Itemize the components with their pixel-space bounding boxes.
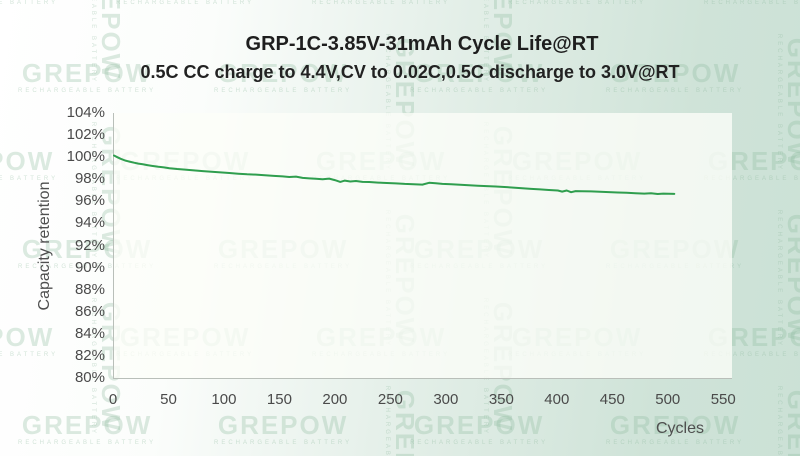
- x-tick-label: 350: [488, 391, 514, 408]
- x-tick-label: 250: [377, 391, 403, 408]
- x-tick-label: 100: [211, 391, 237, 408]
- x-tick-label: 400: [544, 391, 570, 408]
- y-tick-label: 96%: [74, 192, 105, 210]
- y-tick-label: 92%: [74, 236, 105, 254]
- chart-title: GRP-1C-3.85V-31mAh Cycle Life@RT: [245, 33, 599, 55]
- y-tick-label: 82%: [74, 346, 105, 364]
- y-tick-label: 80%: [74, 369, 105, 386]
- x-tick-label: 500: [655, 391, 681, 408]
- y-tick-label: 94%: [74, 214, 105, 232]
- y-tick-label: 84%: [74, 324, 105, 342]
- y-tick-label: 98%: [74, 170, 105, 188]
- x-tick-label: 200: [322, 391, 348, 408]
- x-axis-title: Cycles: [655, 420, 704, 437]
- y-tick-label: 88%: [74, 280, 105, 298]
- capacity-retention-line: [113, 154, 676, 195]
- x-tick-label: 0: [108, 391, 118, 408]
- plot-area: [113, 113, 732, 379]
- y-tick-label: 86%: [74, 302, 105, 320]
- x-tick-label: 150: [266, 391, 292, 408]
- x-tick-label: 550: [710, 391, 736, 408]
- x-tick-label: 300: [433, 391, 459, 408]
- x-tick-label: 450: [599, 391, 625, 408]
- y-tick-label: 104%: [66, 104, 105, 121]
- chart-subtitle: 0.5C CC charge to 4.4V,CV to 0.02C,0.5C …: [140, 62, 680, 82]
- y-tick-label: 90%: [74, 258, 105, 276]
- y-tick-label: 100%: [66, 148, 105, 166]
- y-tick-label: 102%: [66, 126, 105, 144]
- x-tick-label: 50: [160, 391, 177, 408]
